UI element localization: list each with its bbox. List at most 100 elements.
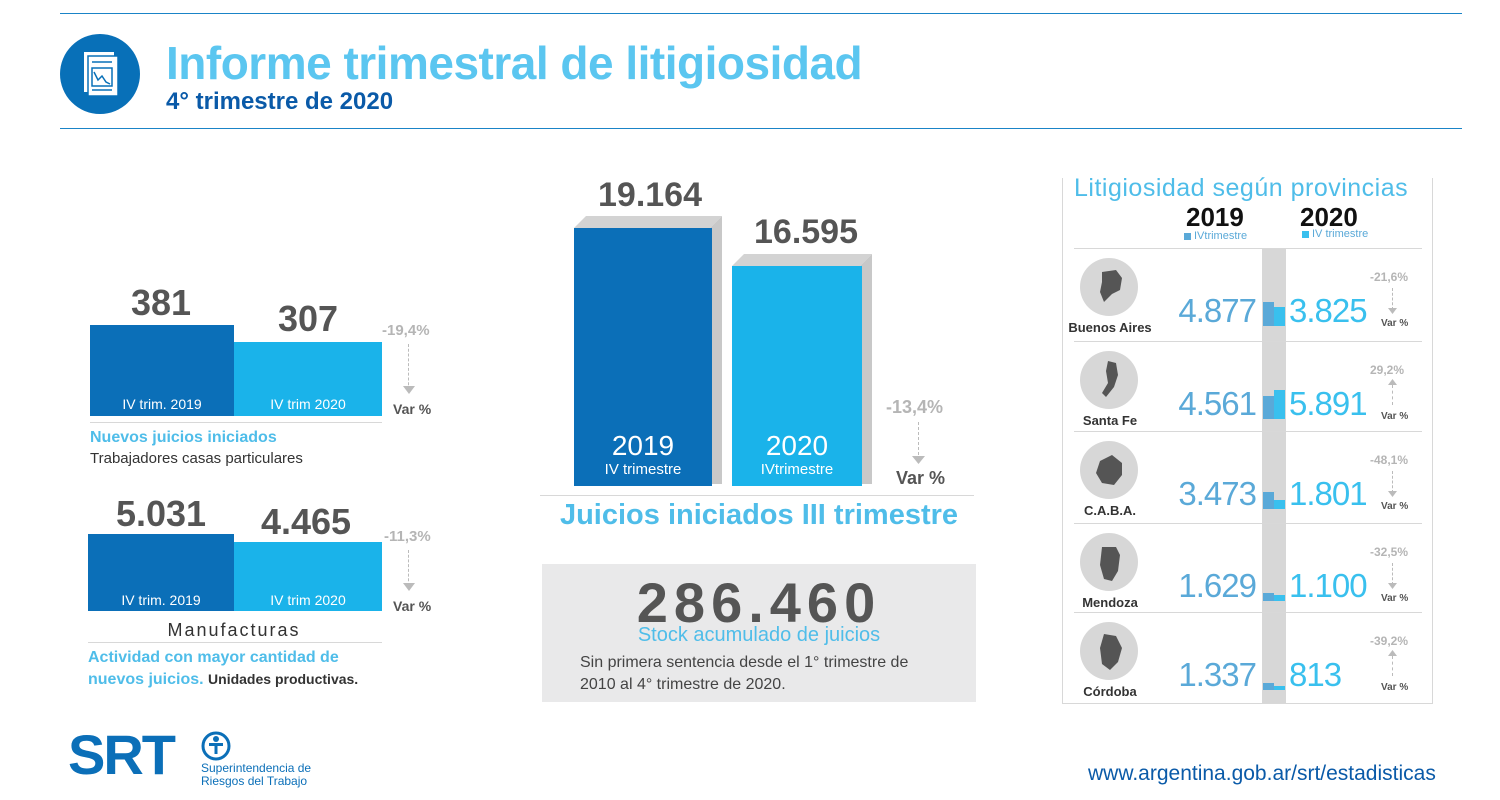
province-down-arrow-icon	[1392, 471, 1393, 493]
document-chart-icon	[60, 34, 140, 114]
left-top-bar-2020-label: IV trim 2020	[270, 396, 346, 412]
page-subtitle: 4° trimestre de 2020	[166, 88, 394, 115]
province-value-2020: 1.801	[1289, 475, 1368, 512]
prov-left-border	[1062, 178, 1063, 704]
center-bar-2020-year: 2020	[765, 430, 829, 461]
province-bar-2020	[1274, 500, 1285, 509]
province-var-label: Var %	[1381, 318, 1409, 329]
province-map-icon	[1080, 258, 1138, 316]
province-arrow-head-up-icon	[1388, 379, 1397, 385]
province-bar-2020	[1274, 595, 1285, 601]
arrow-head-down-icon	[403, 386, 415, 394]
prov-bottom-border	[1062, 703, 1433, 704]
left-top-caption: Trabajadores casas particulares	[90, 450, 303, 467]
header-rule	[60, 128, 1462, 129]
left-top-rule	[90, 422, 382, 423]
province-value-2019: 4.877	[1178, 292, 1257, 329]
province-arrow-head-down-icon	[1388, 491, 1397, 497]
province-bar-2019	[1263, 302, 1274, 326]
province-var-pct: -21,6%	[1370, 270, 1409, 284]
prov-legend-2020: IV trimestre	[1302, 228, 1368, 240]
left-top-bar-2019-label: IV trim. 2019	[122, 396, 202, 412]
province-value-2019: 3.473	[1178, 475, 1257, 512]
province-arrow-head-down-icon	[1388, 583, 1397, 589]
province-bar-2020	[1274, 307, 1285, 326]
center-bar-2019-shadow	[574, 216, 722, 484]
left-top-value-2019: 381	[130, 282, 192, 323]
province-var-pct: -39,2%	[1370, 634, 1409, 648]
legend-swatch-2019	[1184, 232, 1191, 240]
province-name: Santa Fe	[1082, 413, 1138, 428]
prov-year-2020: 2020	[1300, 202, 1358, 232]
province-up-arrow-icon	[1392, 385, 1393, 405]
left-bottom-caption-line-2: nuevos juicios. Unidades productivas.	[88, 671, 358, 689]
province-bar-2019	[1263, 593, 1274, 601]
province-bar-2020	[1274, 390, 1285, 419]
stock-value: 286.460	[636, 571, 882, 634]
province-value-2020: 5.891	[1289, 385, 1368, 422]
page-title: Informe trimestral de litigiosidad	[166, 37, 863, 89]
center-var-pct: -13,4%	[886, 397, 944, 417]
srt-worker-icon	[201, 731, 231, 761]
center-bar-2020-sub: IVtrimestre	[760, 461, 834, 478]
province-arrow-head-up-icon	[1388, 650, 1397, 656]
province-bar-2019	[1263, 683, 1274, 690]
stock-desc-line-1: Sin primera sentencia desde el 1° trimes…	[580, 654, 909, 671]
province-name: Mendoza	[1082, 595, 1138, 610]
province-var-pct: -48,1%	[1370, 453, 1409, 467]
province-var-pct: -32,5%	[1370, 545, 1409, 559]
province-bar-2020	[1274, 686, 1285, 690]
prov-right-border	[1432, 178, 1433, 704]
prov-title: Litigiosidad según provincias	[1074, 174, 1409, 202]
province-var-label: Var %	[1381, 682, 1409, 693]
center-value-2019: 19.164	[598, 176, 702, 214]
province-down-arrow-icon	[1392, 563, 1393, 585]
province-up-arrow-icon	[1392, 656, 1393, 676]
province-value-2020: 1.100	[1289, 567, 1368, 604]
footer-url[interactable]: www.argentina.gob.ar/srt/estadisticas	[1088, 762, 1436, 785]
prov-legend-2019-text: IVtrimestre	[1194, 230, 1248, 242]
province-name: Córdoba	[1083, 684, 1137, 699]
province-down-arrow-icon	[1392, 288, 1393, 310]
center-down-arrow-icon	[918, 422, 919, 460]
arrow-head-down-icon-2	[403, 583, 415, 591]
left-bottom-value-2020: 4.465	[260, 501, 352, 542]
center-var-label: Var %	[896, 468, 946, 488]
province-name: Buenos Aires	[1068, 320, 1152, 335]
left-bottom-bar-2020-label: IV trim 2020	[270, 592, 346, 608]
province-map-icon	[1080, 622, 1138, 680]
left-top-value-2020: 307	[277, 298, 339, 339]
province-value-2020: 813	[1289, 656, 1342, 693]
province-map-icon	[1080, 351, 1138, 409]
province-bar-2019	[1263, 396, 1274, 419]
province-var-pct: 29,2%	[1370, 363, 1405, 377]
province-value-2019: 1.629	[1178, 567, 1257, 604]
province-var-label: Var %	[1381, 501, 1409, 512]
left-bottom-var-label: Var %	[393, 598, 432, 614]
province-arrow-head-down-icon	[1388, 308, 1397, 314]
left-top-bar-2019: IV trim. 2019	[90, 325, 234, 416]
left-bottom-caption-blue: nuevos juicios.	[88, 671, 204, 688]
province-var-label: Var %	[1381, 411, 1409, 422]
left-bottom-rule	[88, 642, 382, 643]
left-top-var-label: Var %	[393, 401, 432, 417]
center-value-2020: 16.595	[754, 213, 858, 251]
center-bar-2019-sub: IV trimestre	[604, 461, 682, 478]
down-arrow-icon-2	[408, 550, 409, 586]
province-value-2019: 1.337	[1178, 656, 1257, 693]
center-bar-2020: 2020 IVtrimestre	[732, 266, 862, 486]
stock-label: Stock acumulado de juicios	[637, 624, 881, 646]
center-heading: Juicios iniciados III trimestre	[559, 499, 959, 531]
center-rule	[540, 495, 974, 496]
province-bar-2019	[1263, 492, 1274, 509]
left-top-bar-2020: IV trim 2020	[234, 342, 382, 416]
down-arrow-icon	[408, 344, 409, 390]
prov-year-2019: 2019	[1186, 202, 1244, 232]
left-top-title: Nuevos juicios iniciados	[90, 429, 277, 446]
srt-org-line-1: Superintendencia de	[201, 761, 312, 775]
left-bottom-bar-2020: IV trim 2020	[234, 542, 382, 611]
prov-row-rule	[1074, 523, 1422, 524]
prov-row-rule	[1074, 248, 1422, 249]
left-top-var-pct: -19,4%	[382, 322, 430, 339]
top-rule	[60, 13, 1462, 14]
